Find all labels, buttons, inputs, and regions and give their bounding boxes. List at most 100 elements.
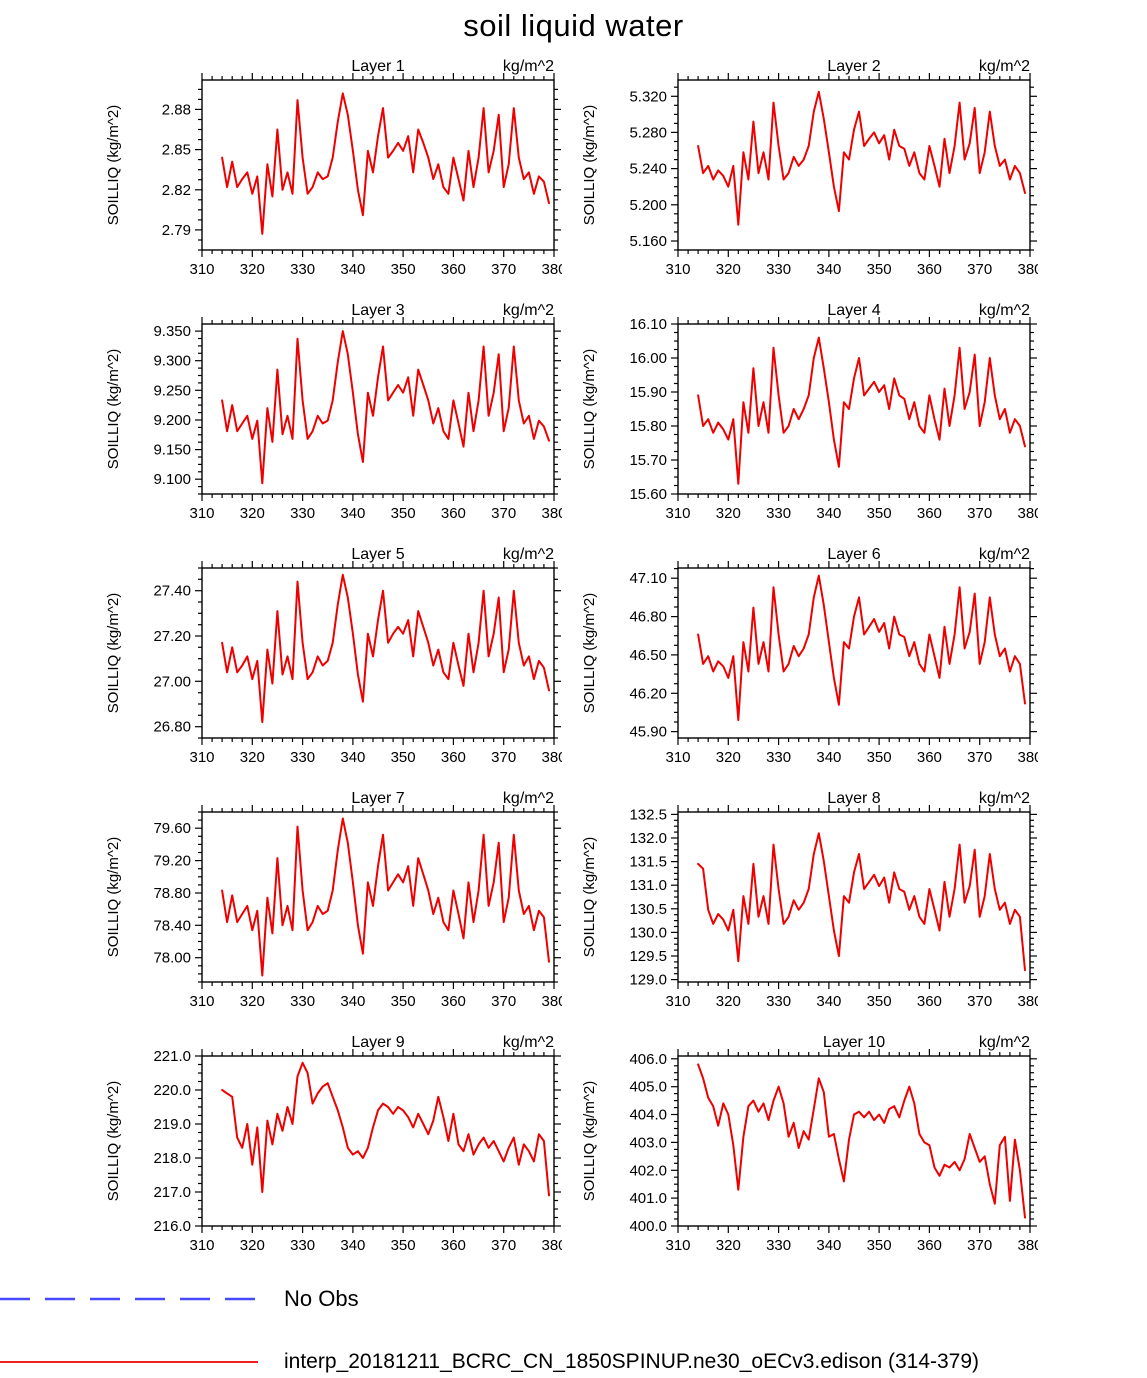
units-label: kg/m^2 <box>979 58 1030 75</box>
units-label: kg/m^2 <box>979 302 1030 319</box>
x-tick-label: 330 <box>766 1237 791 1254</box>
x-tick-label: 330 <box>290 993 315 1010</box>
y-tick-label: 45.90 <box>629 724 667 741</box>
x-tick-label: 350 <box>391 993 416 1010</box>
x-tick-label: 310 <box>665 1237 690 1254</box>
series-line <box>221 573 550 724</box>
y-tick-label: 403.0 <box>629 1134 667 1151</box>
layer-2-chart: Layer 2 kg/m^2 SOILLIQ (kg/m^2) 310 320 33… <box>581 58 1043 278</box>
series-line <box>697 90 1026 226</box>
y-tick-label: 5.240 <box>629 161 667 178</box>
y-tick-label: 27.40 <box>153 583 191 600</box>
x-tick-label: 350 <box>391 749 416 766</box>
x-tick-label: 360 <box>917 749 942 766</box>
layer-1-chart: Layer 1 kg/m^2 SOILLIQ (kg/m^2) 310 320 33… <box>105 58 567 278</box>
x-tick-label: 360 <box>441 993 466 1010</box>
x-tick-label: 310 <box>665 749 690 766</box>
y-tick-label: 78.00 <box>153 950 191 967</box>
panel-layer-10: Layer 10 kg/m^2 SOILLIQ (kg/m^2) 310 320 3… <box>578 1028 1043 1272</box>
x-tick-label: 370 <box>967 993 992 1010</box>
x-tick-label: 310 <box>665 993 690 1010</box>
panel-layer-3: Layer 3 kg/m^2 SOILLIQ (kg/m^2) 310 320 33… <box>102 296 567 540</box>
x-tick-label: 320 <box>240 749 265 766</box>
y-axis-label: SOILLIQ (kg/m^2) <box>105 593 122 713</box>
x-tick-label: 330 <box>290 1237 315 1254</box>
y-tick-label: 221.0 <box>153 1048 191 1065</box>
x-tick-label: 370 <box>491 1237 516 1254</box>
x-tick-label: 360 <box>917 505 942 522</box>
x-tick-label: 370 <box>967 505 992 522</box>
y-tick-label: 2.82 <box>162 182 191 199</box>
x-tick-label: 350 <box>867 505 892 522</box>
y-tick-label: 46.20 <box>629 685 667 702</box>
x-tick-label: 380 <box>541 261 562 278</box>
x-tick-label: 360 <box>441 505 466 522</box>
layer-3-chart: Layer 3 kg/m^2 SOILLIQ (kg/m^2) 310 320 33… <box>105 302 567 522</box>
y-axis-label: SOILLIQ (kg/m^2) <box>581 837 598 957</box>
plot-frame <box>677 1055 1031 1227</box>
y-tick-label: 78.80 <box>153 885 191 902</box>
x-tick-label: 320 <box>716 749 741 766</box>
x-tick-label: 350 <box>391 1237 416 1254</box>
x-tick-label: 340 <box>816 261 841 278</box>
panel-layer-7: Layer 7 kg/m^2 SOILLIQ (kg/m^2) 310 320 33… <box>102 784 567 1028</box>
y-tick-label: 130.5 <box>629 901 667 918</box>
plot-frame <box>201 811 555 983</box>
x-tick-label: 340 <box>816 749 841 766</box>
x-tick-label: 330 <box>290 505 315 522</box>
legend-row-no-obs: No Obs <box>0 1286 1147 1312</box>
y-tick-label: 15.60 <box>629 486 667 503</box>
y-tick-label: 220.0 <box>153 1082 191 1099</box>
x-tick-label: 330 <box>766 749 791 766</box>
x-tick-label: 310 <box>665 505 690 522</box>
y-axis-label: SOILLIQ (kg/m^2) <box>105 349 122 469</box>
x-tick-label: 330 <box>766 993 791 1010</box>
y-tick-label: 15.70 <box>629 452 667 469</box>
y-axis-label: SOILLIQ (kg/m^2) <box>581 105 598 225</box>
plot-frame <box>201 79 555 251</box>
y-tick-label: 79.60 <box>153 820 191 837</box>
tick-marks <box>195 317 561 501</box>
panel-layer-6: Layer 6 kg/m^2 SOILLIQ (kg/m^2) 310 320 33… <box>578 540 1043 784</box>
main-title: soil liquid water <box>463 8 684 43</box>
y-tick-label: 9.150 <box>153 442 191 459</box>
layer-9-chart: Layer 9 kg/m^2 SOILLIQ (kg/m^2) 310 320 33… <box>105 1034 567 1254</box>
panel-layer-9: Layer 9 kg/m^2 SOILLIQ (kg/m^2) 310 320 33… <box>102 1028 567 1272</box>
units-label: kg/m^2 <box>503 302 554 319</box>
units-label: kg/m^2 <box>979 546 1030 563</box>
y-tick-label: 131.5 <box>629 854 667 871</box>
panel-layer-4: Layer 4 kg/m^2 SOILLIQ (kg/m^2) 310 320 33… <box>578 296 1043 540</box>
no-obs-label: No Obs <box>284 1286 359 1311</box>
y-tick-label: 2.85 <box>162 142 191 159</box>
y-tick-label: 218.0 <box>153 1150 191 1167</box>
y-tick-label: 16.00 <box>629 350 667 367</box>
x-tick-label: 380 <box>1017 993 1038 1010</box>
x-tick-label: 370 <box>491 749 516 766</box>
x-tick-label: 310 <box>189 505 214 522</box>
x-tick-label: 310 <box>189 993 214 1010</box>
layer-4-chart: Layer 4 kg/m^2 SOILLIQ (kg/m^2) 310 320 33… <box>581 302 1043 522</box>
plot-frame <box>201 567 555 739</box>
series-line <box>697 1063 1026 1219</box>
panel-title: Layer 8 <box>827 790 880 807</box>
tick-labels: 310 320 330 340 350 360 370 380 45.90 46.20 46.50 4… <box>629 570 1042 766</box>
panel-title: Layer 4 <box>827 302 880 319</box>
series-line <box>221 1061 550 1197</box>
x-tick-label: 320 <box>240 993 265 1010</box>
y-tick-label: 79.20 <box>153 853 191 870</box>
y-tick-label: 131.0 <box>629 877 667 894</box>
x-tick-label: 350 <box>391 505 416 522</box>
series-line <box>697 336 1026 485</box>
tick-marks <box>671 561 1037 745</box>
x-tick-label: 370 <box>967 261 992 278</box>
series-line-sample <box>0 1361 258 1363</box>
layer-8-chart: Layer 8 kg/m^2 SOILLIQ (kg/m^2) 310 320 33… <box>581 790 1043 1010</box>
panel-title: Layer 10 <box>823 1034 885 1051</box>
x-tick-label: 330 <box>766 261 791 278</box>
legend-row-series: interp_20181211_BCRC_CN_1850SPINUP.ne30_… <box>0 1350 1147 1374</box>
y-tick-label: 130.0 <box>629 924 667 941</box>
panel-title: Layer 5 <box>351 546 404 563</box>
x-tick-label: 310 <box>665 261 690 278</box>
x-tick-label: 340 <box>340 261 365 278</box>
x-tick-label: 330 <box>766 505 791 522</box>
